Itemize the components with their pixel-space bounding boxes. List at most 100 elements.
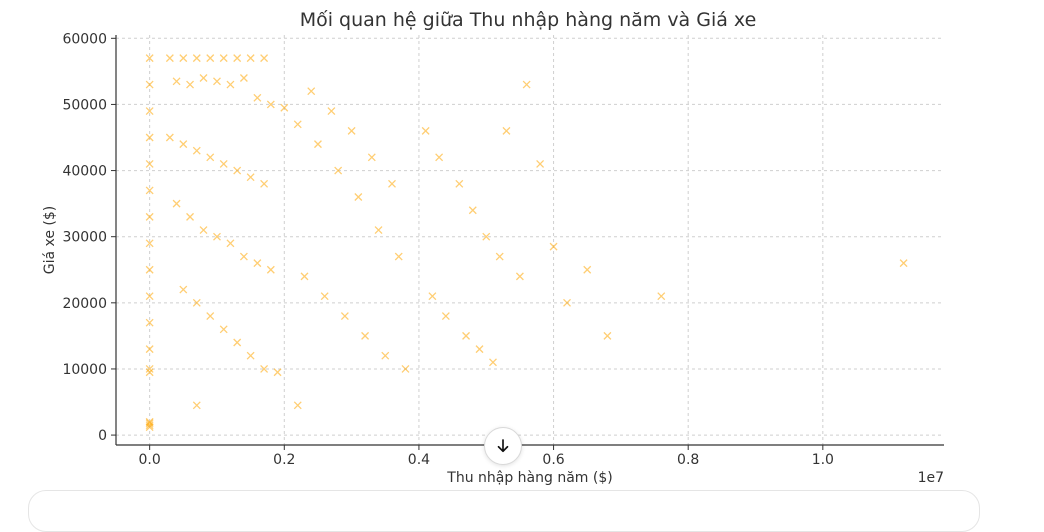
data-point — [145, 107, 154, 116]
data-point — [657, 292, 666, 301]
data-point — [583, 265, 592, 274]
data-point — [179, 285, 188, 294]
chart-title: Mối quan hệ giữa Thu nhập hàng năm và Gi… — [300, 9, 757, 31]
bottom-panel — [28, 490, 980, 532]
data-point — [192, 146, 201, 155]
data-point — [394, 252, 403, 261]
data-point — [145, 423, 154, 432]
data-point — [219, 159, 228, 168]
data-point — [179, 140, 188, 149]
data-point — [522, 80, 531, 89]
data-point — [145, 368, 154, 377]
data-point — [374, 226, 383, 235]
data-point — [145, 364, 154, 373]
data-point — [179, 54, 188, 63]
data-point — [388, 179, 396, 188]
data-point — [145, 421, 154, 430]
x-tick-label: 0.8 — [677, 452, 699, 468]
data-point — [172, 199, 181, 208]
data-point — [266, 100, 275, 109]
data-point — [266, 265, 275, 274]
data-point — [320, 292, 329, 301]
data-point — [253, 93, 262, 102]
x-tick-label: 0.2 — [273, 452, 295, 468]
data-point — [280, 103, 289, 112]
data-point — [219, 325, 228, 334]
data-point — [199, 226, 208, 235]
data-point — [563, 298, 571, 307]
data-point — [475, 345, 484, 354]
data-point — [165, 133, 174, 142]
data-point — [260, 54, 269, 63]
data-point — [253, 259, 262, 268]
data-point — [145, 265, 154, 274]
data-point — [313, 140, 322, 149]
data-point — [246, 351, 255, 360]
y-tick-label: 30000 — [62, 230, 107, 246]
y-ticks: 0 10000 20000 30000 40000 50000 60000 — [62, 31, 116, 444]
y-axis-label: Giá xe ($) — [42, 206, 58, 275]
data-point — [226, 239, 235, 248]
data-point — [233, 338, 242, 347]
data-point — [192, 54, 201, 63]
data-point — [260, 179, 269, 188]
y-tick-label: 10000 — [62, 362, 107, 378]
data-point — [239, 252, 248, 261]
x-offset-label: 1e7 — [918, 470, 944, 486]
data-point — [145, 292, 154, 301]
data-point — [381, 351, 390, 360]
y-tick-label: 0 — [98, 428, 107, 444]
data-point — [145, 186, 154, 195]
x-tick-label: 0.0 — [139, 452, 161, 468]
data-point — [536, 159, 545, 168]
y-tick-label: 40000 — [62, 164, 107, 180]
data-point — [361, 331, 370, 340]
data-point — [367, 153, 376, 162]
data-point — [145, 318, 154, 327]
data-point — [334, 166, 343, 175]
data-point — [233, 54, 242, 63]
data-point — [549, 242, 558, 251]
data-point — [199, 74, 208, 82]
y-tick-label: 50000 — [62, 97, 107, 113]
data-point — [172, 77, 181, 86]
x-axis-label: Thu nhập hàng năm ($) — [446, 470, 612, 486]
scroll-down-button[interactable] — [484, 427, 522, 465]
data-point — [468, 206, 477, 215]
data-point — [165, 54, 174, 63]
data-point — [515, 272, 524, 281]
data-point — [145, 345, 154, 354]
data-point — [428, 292, 437, 301]
data-point — [145, 133, 154, 142]
data-point — [489, 358, 497, 367]
x-tick-label: 0.4 — [408, 452, 430, 468]
data-point — [482, 232, 491, 241]
scatter-chart: Mối quan hệ giữa Thu nhập hàng năm và Gi… — [42, 9, 944, 486]
data-point — [401, 364, 410, 373]
data-point — [206, 54, 215, 63]
grid-lines — [116, 35, 944, 445]
data-point — [441, 312, 450, 321]
data-point — [354, 193, 363, 201]
data-point — [186, 80, 195, 89]
data-point — [327, 107, 336, 116]
data-point — [300, 272, 309, 281]
data-points — [145, 54, 908, 432]
y-tick-label: 20000 — [62, 296, 107, 312]
data-point — [462, 331, 471, 340]
data-point — [186, 212, 195, 221]
x-ticks: 0.0 0.2 0.4 0.6 0.8 1.0 — [139, 445, 834, 468]
data-point — [340, 312, 349, 321]
data-point — [206, 153, 215, 162]
data-point — [899, 259, 908, 268]
data-point — [239, 74, 248, 82]
data-point — [603, 331, 612, 340]
data-point — [192, 298, 201, 307]
data-point — [145, 54, 154, 63]
data-point — [293, 120, 302, 129]
data-point — [435, 153, 444, 162]
data-point — [495, 252, 504, 261]
data-point — [246, 173, 255, 182]
data-point — [260, 364, 269, 373]
data-point — [273, 368, 282, 377]
